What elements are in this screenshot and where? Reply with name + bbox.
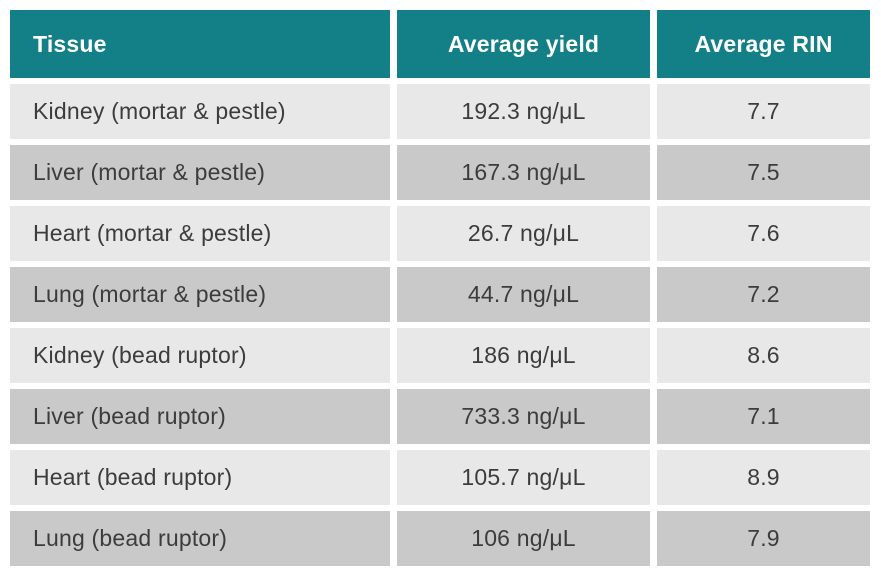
cell-yield: 26.7 ng/μL (397, 206, 650, 261)
cell-rin: 7.7 (657, 84, 870, 139)
cell-tissue: Kidney (mortar & pestle) (10, 84, 390, 139)
cell-rin: 7.9 (657, 511, 870, 566)
cell-rin: 7.5 (657, 145, 870, 200)
cell-yield: 105.7 ng/μL (397, 450, 650, 505)
cell-tissue: Heart (mortar & pestle) (10, 206, 390, 261)
cell-yield: 733.3 ng/μL (397, 389, 650, 444)
cell-tissue: Kidney (bead ruptor) (10, 328, 390, 383)
cell-yield: 44.7 ng/μL (397, 267, 650, 322)
cell-rin: 8.9 (657, 450, 870, 505)
cell-yield: 106 ng/μL (397, 511, 650, 566)
cell-tissue: Liver (mortar & pestle) (10, 145, 390, 200)
rna-yield-table: Tissue Average yield Average RIN Kidney … (10, 10, 870, 566)
column-header-tissue: Tissue (10, 10, 390, 78)
cell-tissue: Liver (bead ruptor) (10, 389, 390, 444)
column-header-average-yield: Average yield (397, 10, 650, 78)
column-header-average-rin: Average RIN (657, 10, 870, 78)
cell-tissue: Lung (bead ruptor) (10, 511, 390, 566)
cell-rin: 7.1 (657, 389, 870, 444)
cell-tissue: Heart (bead ruptor) (10, 450, 390, 505)
cell-rin: 7.6 (657, 206, 870, 261)
cell-tissue: Lung (mortar & pestle) (10, 267, 390, 322)
cell-rin: 7.2 (657, 267, 870, 322)
cell-yield: 192.3 ng/μL (397, 84, 650, 139)
cell-rin: 8.6 (657, 328, 870, 383)
cell-yield: 167.3 ng/μL (397, 145, 650, 200)
cell-yield: 186 ng/μL (397, 328, 650, 383)
